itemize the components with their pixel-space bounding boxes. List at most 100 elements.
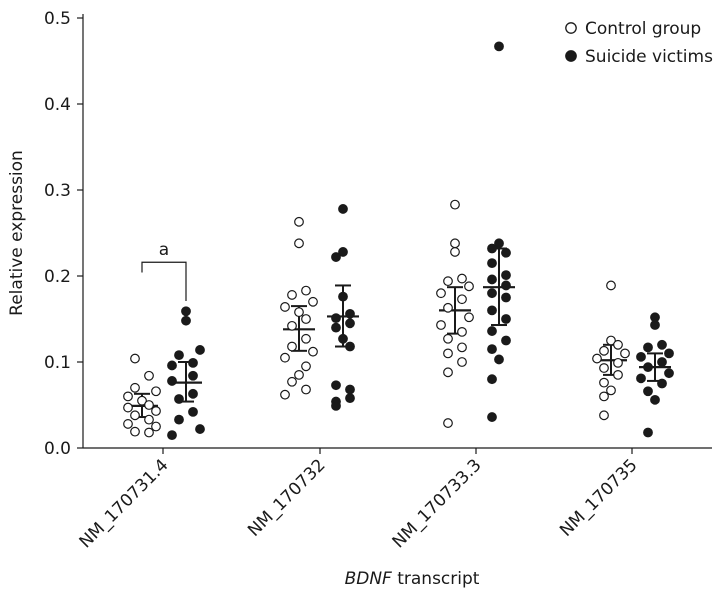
significance-bracket [141,261,187,301]
control-group-point [599,345,609,356]
suicide-victims-point [331,313,341,324]
control-group-point [130,382,140,393]
control-group-point [308,346,318,357]
suicide-victims-point [501,335,511,346]
control-group-point [137,395,147,406]
suicide-victims-point [345,393,355,404]
control-group-point [457,342,467,353]
control-group-point [123,419,133,429]
suicide-victims-point [643,386,653,397]
control-group-point [287,376,297,387]
suicide-victims-point [331,322,341,333]
suicide-victims-point [501,314,511,324]
suicide-victims-point [643,427,653,438]
suicide-victims-point [636,373,646,384]
control-group-point [144,400,154,410]
control-group-point [457,357,467,367]
suicide-victims-point [664,348,674,359]
suicide-victims-point [338,204,348,214]
suicide-victims-point [188,357,198,368]
control-group-point [606,335,616,346]
suicide-victims-point [487,344,497,355]
suicide-victims-point [345,318,355,329]
control-group-point [443,302,453,313]
y-ticks: 0.0 0.1 0.2 0.3 0.4 0.5 [44,9,83,459]
control-group-point [287,290,297,300]
control-group-point [450,247,460,257]
control-group-point [301,384,311,395]
control-group-point [280,302,290,312]
control-group-point [443,333,453,344]
control-group-point [457,327,467,337]
x-tick-label: NM_170731.4 [76,455,173,552]
suicide-victims-point [174,414,184,425]
control-group-point [436,320,446,330]
x-axis-title: BDNF transcript [345,569,480,589]
control-group-point [464,281,474,292]
suicide-victims-point [643,362,653,373]
significance-label: a [159,240,169,260]
control-group-point [450,238,460,249]
legend-label: Suicide victims [585,47,713,67]
control-group-point [294,307,304,318]
suicide-victims-point [331,380,341,391]
suicide-victims-point [494,354,504,365]
control-group-point [151,421,161,432]
suicide-victims-point [338,291,348,302]
control-group-point [606,385,616,396]
x-tick-label: NM_170732 [244,455,329,540]
suicide-victims-point [657,339,667,350]
control-group-point [144,427,154,438]
suicide-victims-point [174,350,184,361]
control-group-point [294,238,304,249]
suicide-victims-point [338,247,348,257]
suicide-victims-point [487,412,497,422]
suicide-victims-point [345,384,355,395]
suicide-victims-point [487,374,497,385]
control-group-point [599,377,609,388]
control-group-point [443,418,453,428]
control-group-point [443,348,453,359]
control-group-point [599,363,609,373]
y-tick-label: 0.1 [44,353,71,373]
suicide-victims-point [195,424,205,434]
control-group-point [144,414,154,425]
control-group-point [151,406,161,416]
suicide-victims-point [487,243,497,254]
control-group-point [436,288,446,299]
control-group-point [620,348,630,359]
y-tick-label: 0.4 [44,95,71,115]
control-group-point [123,391,133,402]
suicide-victims-point [331,252,341,262]
suicide-victims-point [331,400,341,411]
suicide-victims-point [650,320,660,330]
axes [82,14,712,449]
control-group-point [301,361,311,372]
control-group-point [301,333,311,344]
suicide-victims-point [167,430,177,441]
control-group-point [287,320,297,331]
suicide-victims-point [487,305,497,316]
control-group-point [123,402,133,413]
suicide-victims-point [195,345,205,355]
suicide-victims-point [501,292,511,303]
suicide-victims-point [181,315,191,326]
suicide-victims-point [167,360,177,371]
suicide-victims-point [657,357,667,367]
suicide-victims-point [501,280,511,291]
control-group-point [599,391,609,402]
y-tick-label: 0.3 [44,181,71,201]
control-group-point [130,410,140,421]
control-group-point [294,216,304,227]
x-ticks: NM_170731.4 NM_170732 NM_170733.3 NM_170735 [76,448,642,552]
legend-open-marker [565,22,577,34]
control-group-point [301,314,311,324]
control-group-point [450,199,460,210]
x-axis-title-italic: BDNF [345,569,392,589]
y-tick-label: 0.0 [44,439,71,459]
control-group-point [301,285,311,296]
x-tick-label: NM_170735 [556,455,641,540]
legend: Control group Suicide victims [565,19,713,67]
control-group-point [443,367,453,378]
x-axis-title-rest: transcript [392,569,480,589]
